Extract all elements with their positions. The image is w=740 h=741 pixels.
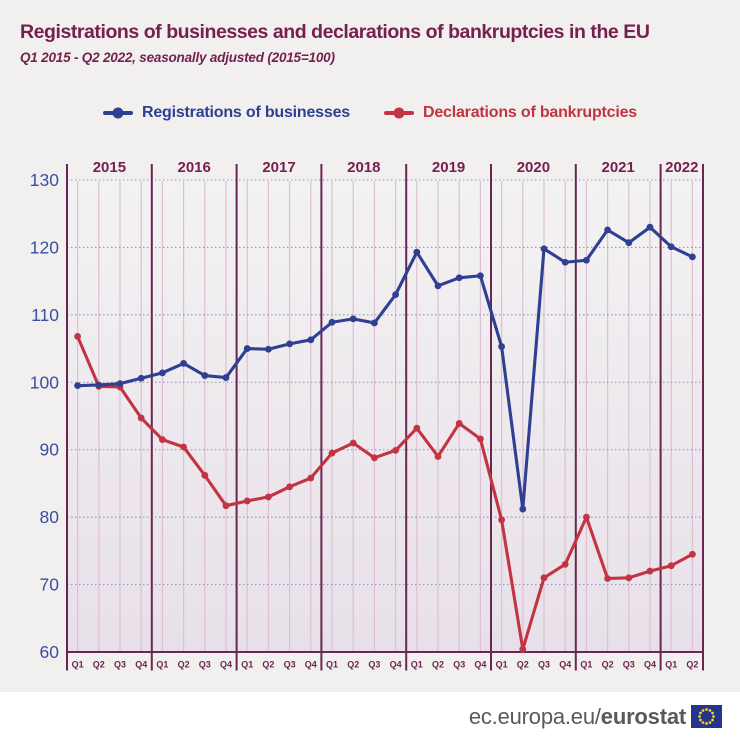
svg-text:Q4: Q4 <box>220 660 232 670</box>
svg-text:120: 120 <box>30 237 59 257</box>
chart-canvas: 2015 2016 2017 2018 2019 2020 2021 2022 Q1 Q2 Q3 Q4… <box>30 159 704 671</box>
svg-text:Q1: Q1 <box>411 660 423 670</box>
svg-text:110: 110 <box>31 305 59 325</box>
series-declarations-of-bankruptcies <box>74 333 696 653</box>
svg-text:Q3: Q3 <box>368 660 380 670</box>
footer-url: ec.europa.eu/eurostat <box>469 704 686 730</box>
svg-text:Q1: Q1 <box>72 660 84 670</box>
legend: Registrations of businesses Declarations… <box>0 104 740 122</box>
footer: ec.europa.eu/eurostat <box>0 692 740 741</box>
svg-text:Q2: Q2 <box>93 660 105 670</box>
svg-text:2015: 2015 <box>93 159 126 176</box>
svg-text:Q2: Q2 <box>517 660 529 670</box>
svg-text:Q3: Q3 <box>623 660 635 670</box>
svg-text:Q1: Q1 <box>496 660 508 670</box>
svg-text:Q3: Q3 <box>284 660 296 670</box>
eu-flag-icon <box>691 705 722 728</box>
svg-text:Q4: Q4 <box>644 660 656 670</box>
svg-text:Q3: Q3 <box>199 660 211 670</box>
svg-text:Q2: Q2 <box>602 660 614 670</box>
svg-text:90: 90 <box>40 440 60 460</box>
svg-text:Q4: Q4 <box>390 660 402 670</box>
legend-item-bankruptcies: Declarations of bankruptcies <box>383 104 638 122</box>
quarter-labels: Q1 Q2 Q3 Q4 Q1 Q2 Q3 Q4 Q1 Q2 Q3 Q4 Q1 Q2 Q3 Q4 Q1 Q2 Q3 Q4… <box>72 660 699 670</box>
svg-text:Q3: Q3 <box>453 660 465 670</box>
svg-text:Q3: Q3 <box>538 660 550 670</box>
svg-text:2019: 2019 <box>432 159 465 176</box>
svg-text:2021: 2021 <box>602 159 635 176</box>
svg-text:2022: 2022 <box>665 159 698 176</box>
svg-text:2016: 2016 <box>178 159 211 176</box>
svg-text:Q2: Q2 <box>262 660 274 670</box>
svg-text:Q4: Q4 <box>559 660 571 670</box>
svg-text:Q1: Q1 <box>156 660 168 670</box>
svg-text:100: 100 <box>30 372 59 392</box>
y-axis-labels: 60 70 80 90 100 110 120 130 <box>30 170 59 662</box>
chart-subtitle: Q1 2015 - Q2 2022, seasonally adjusted (… <box>20 50 335 65</box>
svg-text:Q1: Q1 <box>326 660 338 670</box>
quarter-gridlines <box>76 181 694 651</box>
footer-url-regular: ec.europa.eu/ <box>468 703 601 729</box>
svg-text:2018: 2018 <box>347 159 380 176</box>
svg-text:Q1: Q1 <box>580 660 592 670</box>
svg-text:Q4: Q4 <box>135 660 147 670</box>
svg-text:130: 130 <box>30 170 59 190</box>
svg-text:Q4: Q4 <box>305 660 317 670</box>
svg-text:Q2: Q2 <box>432 660 444 670</box>
chart-title: Registrations of businesses and declarat… <box>20 21 650 43</box>
svg-text:2020: 2020 <box>517 159 550 176</box>
legend-label-bankruptcies: Declarations of bankruptcies <box>422 104 638 121</box>
svg-text:Q2: Q2 <box>178 660 190 670</box>
svg-text:Q3: Q3 <box>114 660 126 670</box>
svg-text:2017: 2017 <box>262 159 295 176</box>
svg-text:Q4: Q4 <box>474 660 486 670</box>
bankruptcies-line-marker-icon <box>383 111 414 115</box>
svg-text:70: 70 <box>40 575 60 595</box>
registrations-line-marker-icon <box>102 111 133 115</box>
svg-text:Q2: Q2 <box>686 660 698 670</box>
footer-url-bold: eurostat <box>600 703 686 729</box>
legend-item-registrations: Registrations of businesses <box>102 104 350 122</box>
series-registrations-of-businesses <box>74 223 696 513</box>
svg-text:Q2: Q2 <box>347 660 359 670</box>
svg-text:Q1: Q1 <box>241 660 253 670</box>
svg-text:Q1: Q1 <box>665 660 677 670</box>
svg-text:60: 60 <box>40 642 60 662</box>
line-chart: 2015 2016 2017 2018 2019 2020 2021 2022 Q1 Q2 Q3 Q4… <box>0 145 740 685</box>
svg-text:80: 80 <box>40 507 60 527</box>
year-labels: 2015 2016 2017 2018 2019 2020 2021 2022 <box>93 159 699 176</box>
year-separators <box>66 164 704 671</box>
legend-label-registrations: Registrations of businesses <box>141 104 350 121</box>
